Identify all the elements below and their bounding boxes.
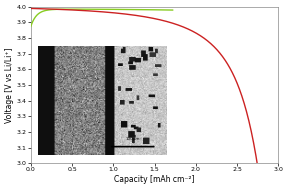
- Y-axis label: Voltage [V vs Li/Li⁺]: Voltage [V vs Li/Li⁺]: [5, 47, 14, 123]
- X-axis label: Capacity [mAh cm⁻²]: Capacity [mAh cm⁻²]: [114, 175, 195, 184]
